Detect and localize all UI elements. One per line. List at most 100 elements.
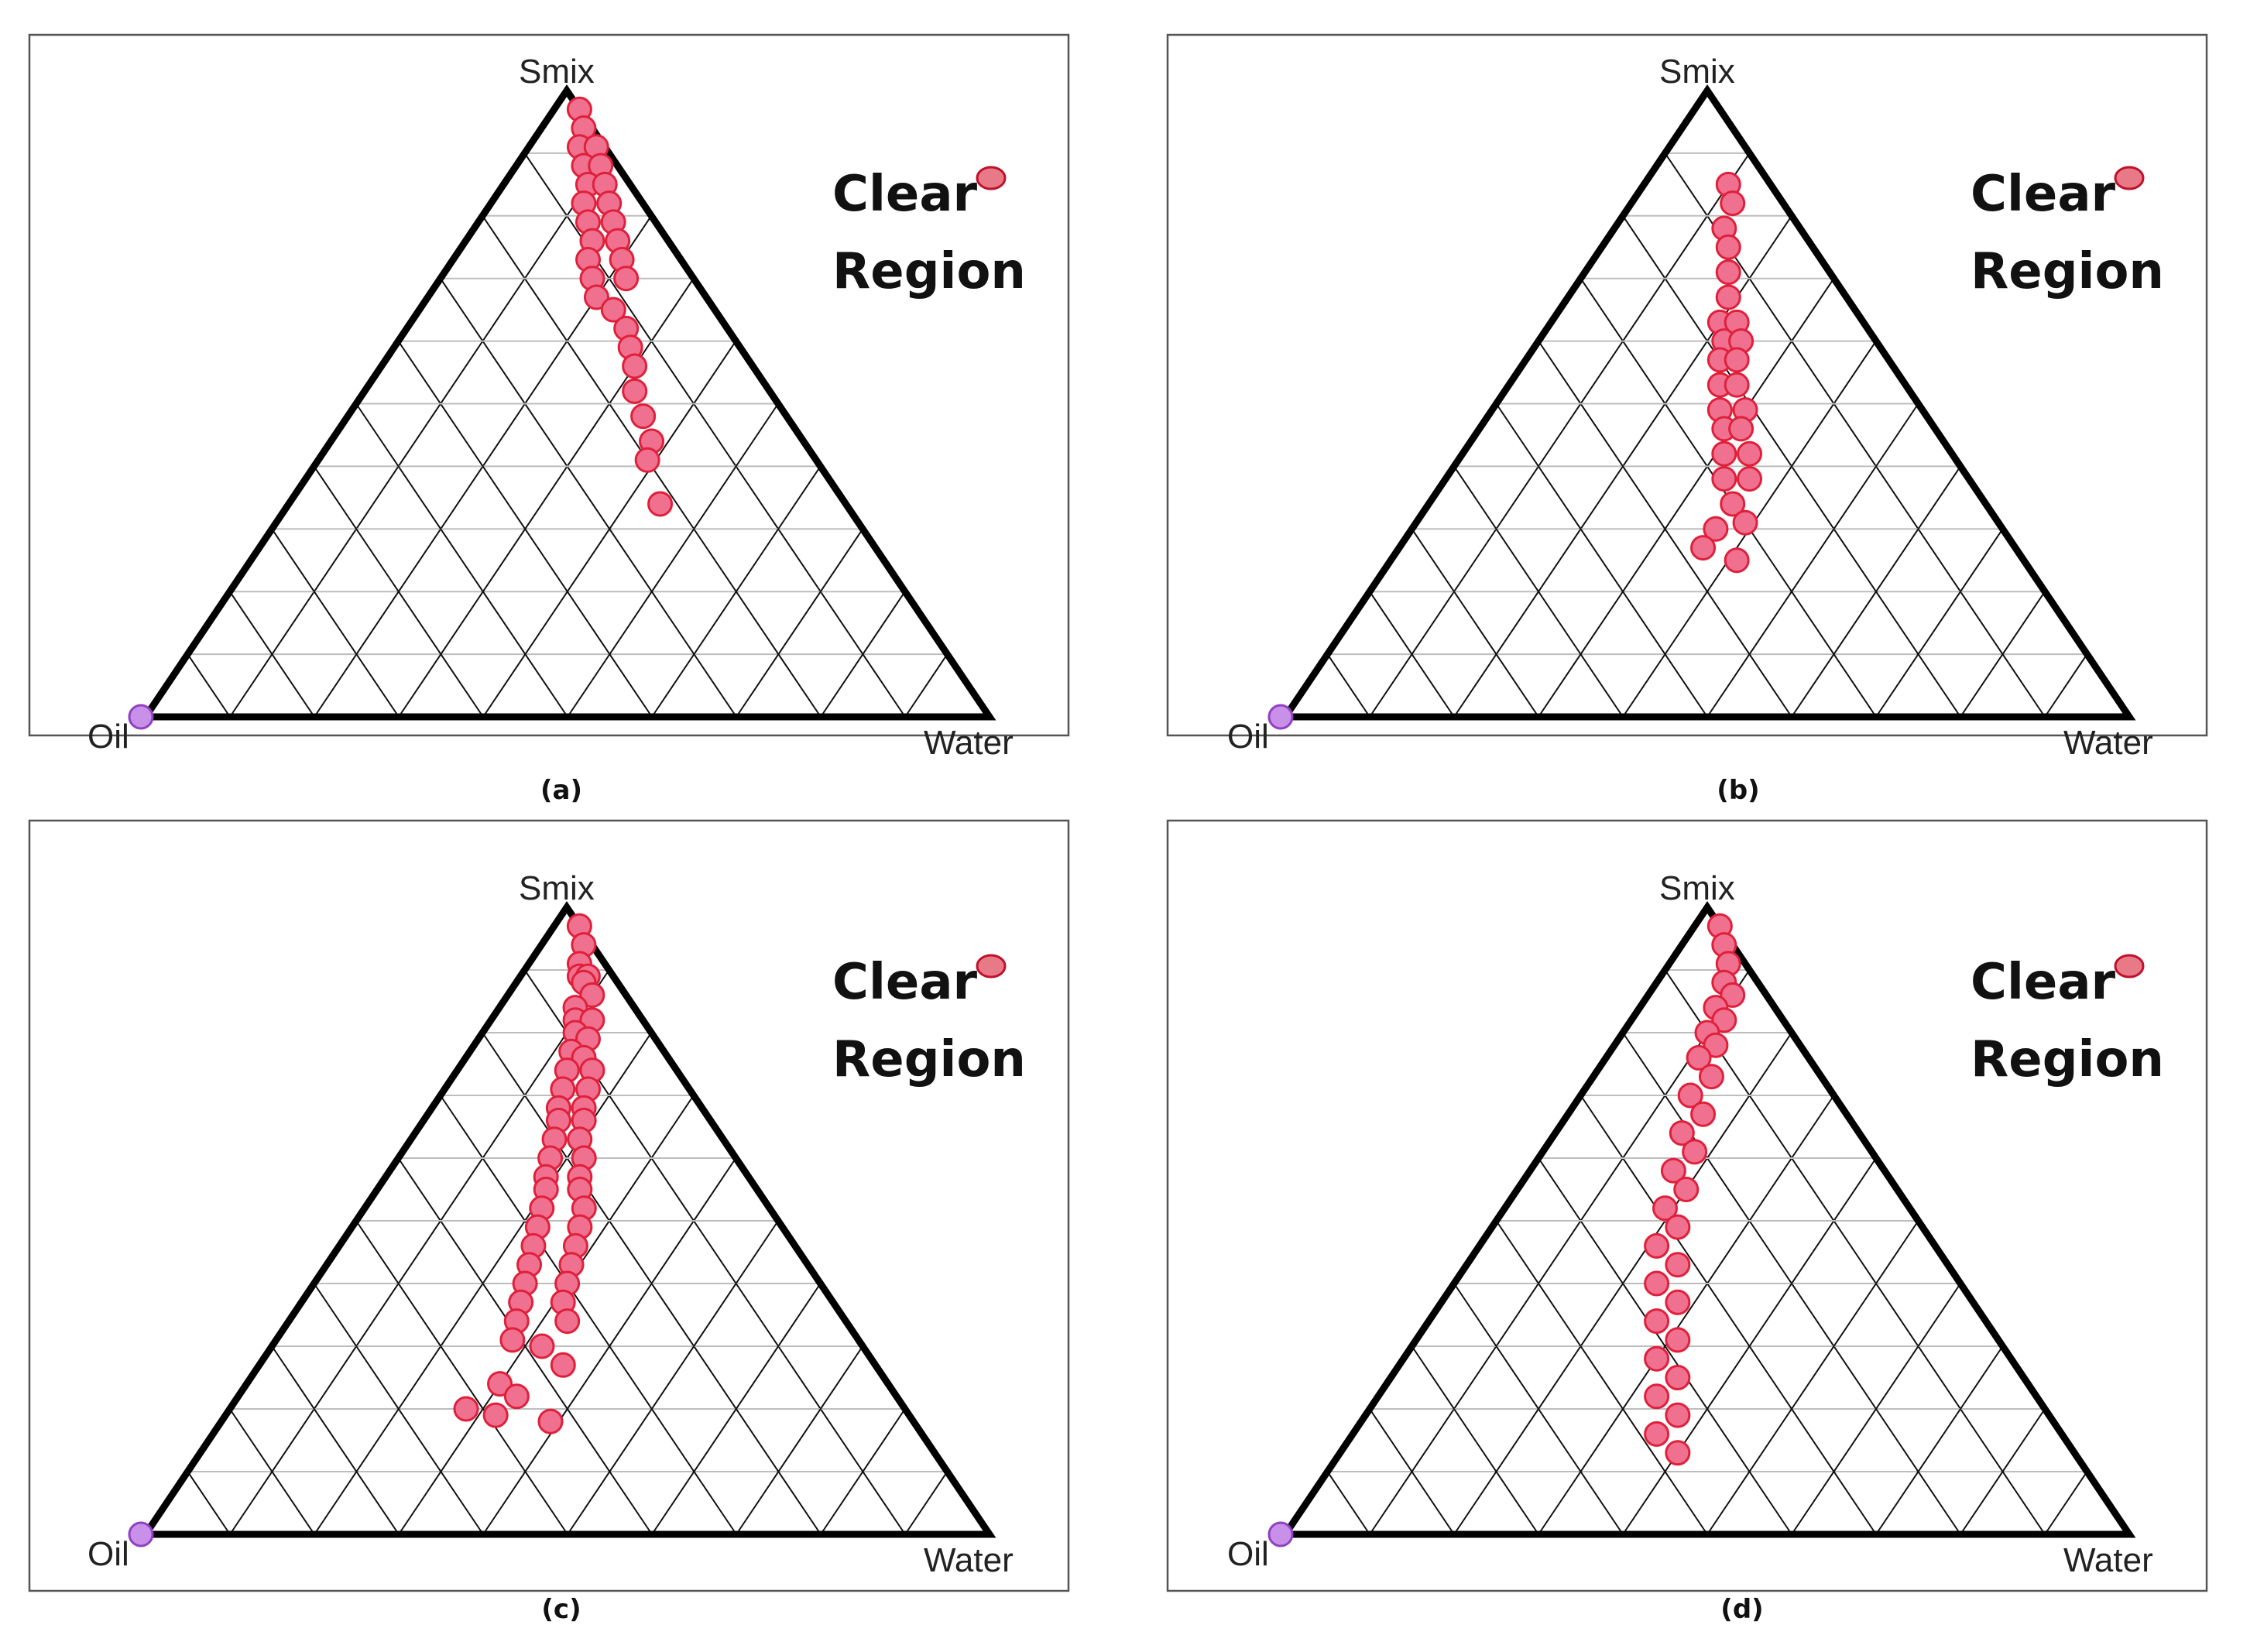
grid-line-oil [1495, 403, 1708, 718]
legend: Clear Region [1971, 954, 2164, 1088]
legend-label-clear: Clear [832, 954, 978, 1011]
clear-region-point [1673, 1177, 1700, 1202]
clear-region-point [1665, 1252, 1691, 1278]
legend-label-clear: Clear [832, 166, 978, 223]
ternary-panel-d: Smix Oil Water Clear Region (d) [1166, 819, 2208, 1625]
panel-frame [28, 33, 1070, 737]
vertex-label-oil: Oil [87, 1535, 129, 1573]
legend-label-clear: Clear [1971, 166, 2116, 223]
legend-marker [2114, 954, 2145, 979]
clear-region-point [1644, 1270, 1670, 1297]
clear-region-point [1720, 982, 1746, 1008]
grid-line-water [1369, 969, 1751, 1535]
clear-region-point [1690, 535, 1717, 561]
clear-region-point [1652, 1195, 1678, 1222]
grid-line-oil [1326, 653, 1370, 718]
grid-line-water [736, 528, 864, 718]
clear-region-points [1690, 171, 1762, 574]
clear-region-point [1720, 190, 1746, 217]
grid-line-oil [1453, 465, 1624, 718]
legend: Clear Region [1971, 166, 2164, 300]
grid-line-oil [439, 278, 737, 718]
clear-region-point [613, 266, 640, 292]
grid-line-water [1791, 1283, 1961, 1535]
panel-caption: (c) [541, 1594, 581, 1625]
vertex-label-smix: Smix [1659, 53, 1735, 91]
clear-region-point [1686, 1044, 1712, 1071]
grid-line-oil [313, 465, 484, 718]
clear-region-point [1732, 509, 1758, 536]
clear-region-point [1644, 1383, 1670, 1410]
triangle-outline [139, 900, 996, 1538]
vertex-label-smix: Smix [1659, 869, 1735, 907]
clear-region-point [499, 1327, 526, 1353]
clear-region-point [1669, 1120, 1695, 1146]
ternary-panel-a: Smix Oil Water Clear Region (a) [28, 33, 1070, 806]
grid-line-water [567, 1220, 779, 1535]
grid-line-oil [187, 1471, 231, 1535]
grid-line-oil [1411, 1345, 1539, 1535]
clear-region-point [630, 403, 657, 430]
grid-line-water [820, 591, 906, 718]
oil-vertex-point [1267, 1521, 1294, 1547]
vertex-label-water: Water [924, 1541, 1014, 1579]
grid-line-oil [439, 1095, 737, 1535]
clear-region-point [1711, 1007, 1737, 1033]
legend-marker [976, 166, 1007, 190]
clear-region-point [1665, 1402, 1691, 1428]
grid-line-water [229, 969, 610, 1535]
panel-frame [1166, 33, 2208, 737]
oil-vertex-point [128, 704, 154, 730]
ternary-panel-b: Smix Oil Water Clear Region (b) [1166, 33, 2208, 806]
clear-region-point [1724, 372, 1750, 398]
vertex-label-water: Water [924, 724, 1014, 762]
clear-region-point [1665, 1440, 1691, 1466]
grid-line-oil [1411, 528, 1539, 718]
grid-line-water [567, 403, 779, 718]
clear-region-point [1660, 1157, 1686, 1184]
grid-line-oil [1369, 591, 1455, 718]
grid-line-water [1706, 403, 1919, 718]
legend-marker [976, 954, 1007, 979]
clear-region-point [554, 1308, 581, 1335]
clear-region-point [1720, 491, 1746, 517]
ternary-grid [187, 969, 948, 1535]
panel-frame [1166, 819, 2208, 1592]
clear-region-point [550, 1352, 576, 1378]
grid-line-oil [1664, 969, 2046, 1535]
vertex-label-water: Water [2063, 1541, 2153, 1579]
clear-region-point [583, 284, 609, 310]
clear-region-point [1703, 1032, 1729, 1058]
clear-region-point [1724, 547, 1750, 574]
grid-line-water [398, 278, 695, 718]
triangle-outline [139, 84, 996, 721]
grid-line-water [2044, 1471, 2088, 1535]
grid-line-oil [228, 1408, 315, 1535]
clear-region-point [1724, 347, 1750, 373]
clear-region-point [1677, 1082, 1703, 1109]
ternary-panel-c: Smix Oil Water Clear Region (c) [28, 819, 1070, 1625]
clear-region-point [1737, 466, 1762, 492]
clear-region-point [1715, 284, 1741, 310]
clear-region-point [1698, 1064, 1724, 1090]
clear-region-point [1715, 234, 1741, 260]
triangle-outline [1278, 900, 2136, 1538]
grid-line-oil [271, 1345, 400, 1535]
clear-region-point [482, 1402, 509, 1428]
grid-line-water [651, 1283, 822, 1535]
grid-line-water [1960, 591, 2046, 718]
clear-region-point [647, 491, 674, 517]
clear-region-point [1703, 516, 1729, 542]
clear-region-point [1665, 1365, 1691, 1390]
clear-region-points [453, 913, 605, 1434]
vertex-label-smix: Smix [519, 869, 595, 907]
clear-region-point [1644, 1308, 1670, 1335]
legend-label-region: Region [832, 1031, 1026, 1088]
grid-line-water [904, 1471, 948, 1535]
grid-line-oil [1580, 1095, 1877, 1535]
clear-region-point [503, 1383, 530, 1410]
grid-line-oil [355, 1220, 568, 1535]
legend: Clear Region [832, 166, 1026, 300]
grid-line-water [1875, 1345, 2004, 1535]
grid-line-water [1960, 1408, 2046, 1535]
